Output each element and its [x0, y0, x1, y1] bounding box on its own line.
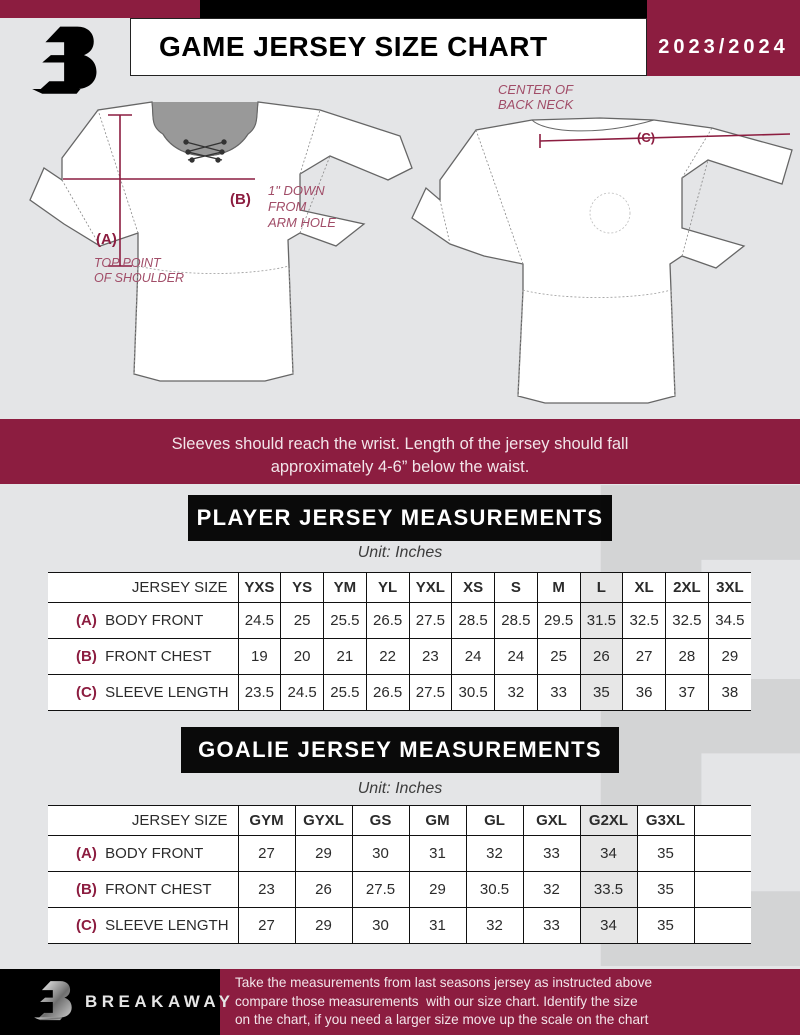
svg-text:(B): (B)	[230, 191, 251, 208]
svg-text:1" DOWN: 1" DOWN	[268, 183, 325, 198]
svg-text:ARM HOLE: ARM HOLE	[267, 215, 336, 230]
svg-text:CENTER OF: CENTER OF	[498, 82, 574, 97]
svg-text:BACK NECK: BACK NECK	[498, 97, 574, 112]
svg-text:(A): (A)	[96, 231, 117, 248]
svg-text:TOP POINT: TOP POINT	[94, 256, 162, 270]
svg-text:(C): (C)	[637, 130, 655, 145]
svg-text:OF SHOULDER: OF SHOULDER	[94, 271, 184, 285]
svg-text:FROM: FROM	[268, 199, 306, 214]
